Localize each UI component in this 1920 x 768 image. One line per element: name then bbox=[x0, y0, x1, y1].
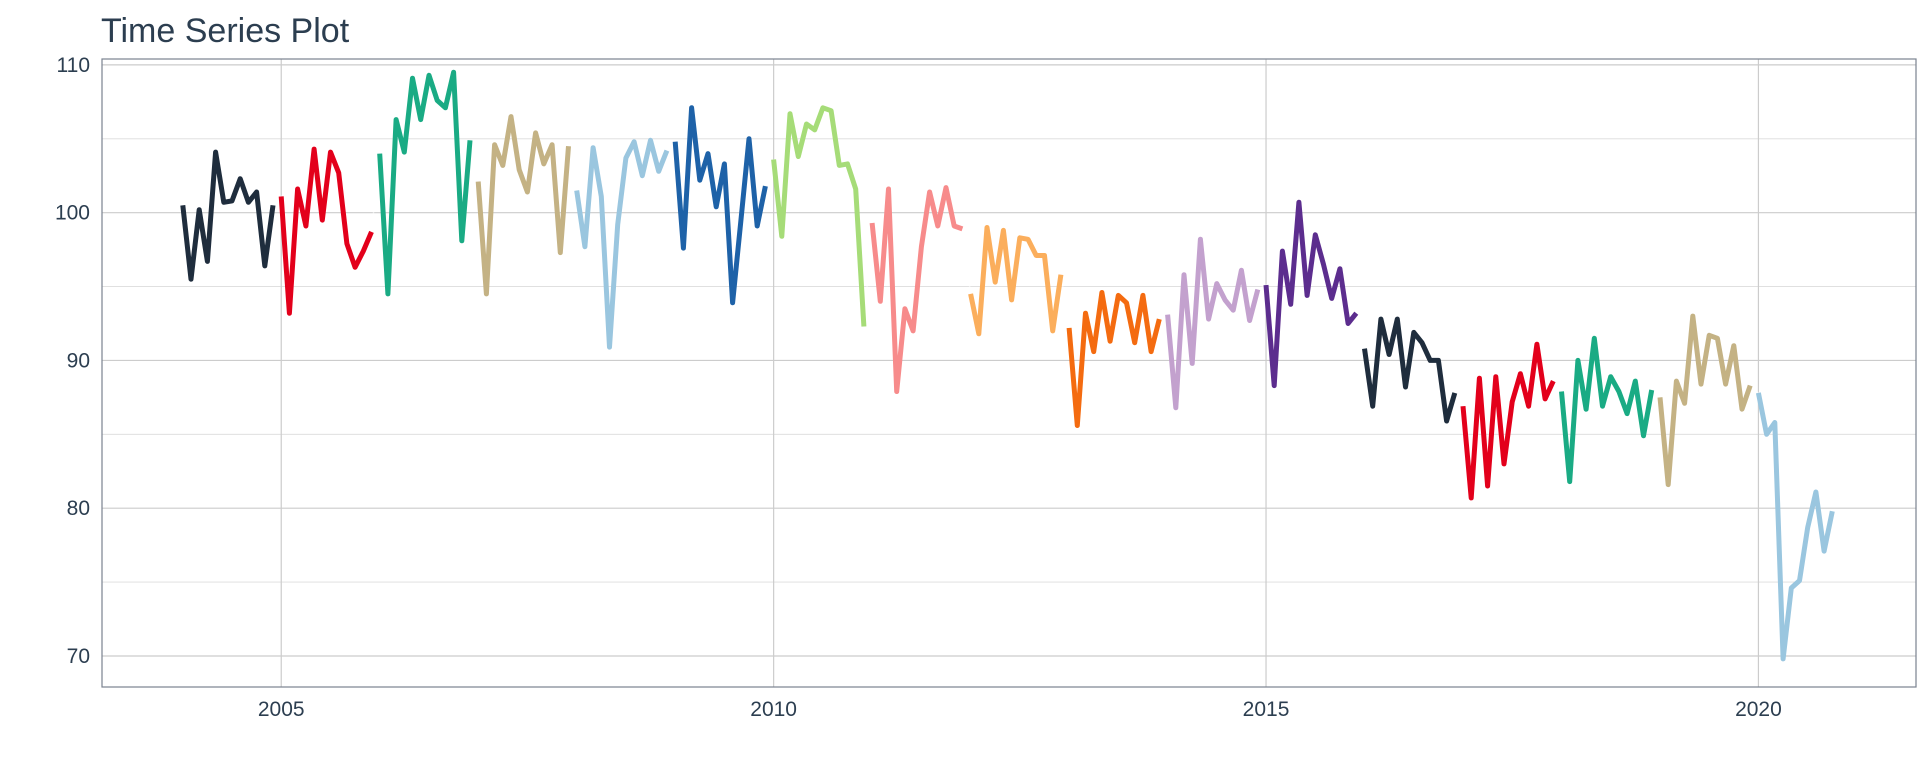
plot-frame bbox=[101, 58, 1917, 688]
x-tick-label: 2015 bbox=[1243, 698, 1290, 721]
y-tick-label: 90 bbox=[67, 349, 90, 372]
series-line-2010 bbox=[771, 105, 867, 327]
trend-line bbox=[182, 72, 1833, 659]
series-line-2006 bbox=[377, 69, 473, 297]
y-tick-label: 80 bbox=[67, 497, 90, 520]
y-tick-label: 110 bbox=[57, 54, 90, 77]
y-axis-ticks: 70 80 90 100 110 bbox=[55, 54, 90, 668]
series-line-2004 bbox=[180, 149, 276, 282]
series-line-2019 bbox=[1657, 313, 1753, 488]
gridlines bbox=[102, 59, 1916, 687]
series-line-2014 bbox=[1165, 236, 1261, 411]
series-line-2015 bbox=[1263, 199, 1359, 389]
series-line-2016 bbox=[1362, 316, 1458, 424]
series-line-2005 bbox=[278, 146, 374, 316]
series-lines bbox=[180, 69, 1835, 662]
series-line-2007 bbox=[475, 114, 571, 297]
series-line-2013 bbox=[1066, 290, 1162, 428]
series-line-2009 bbox=[672, 105, 768, 306]
series-line-2012 bbox=[968, 225, 1064, 337]
trend-overlay bbox=[182, 72, 1833, 659]
series-line-2017 bbox=[1460, 341, 1556, 501]
x-tick-label: 2010 bbox=[750, 698, 797, 721]
y-tick-label: 70 bbox=[67, 645, 90, 668]
chart-title: Time Series Plot bbox=[101, 12, 350, 50]
x-axis-ticks: 2005 2010 2015 2020 bbox=[258, 698, 1782, 721]
y-tick-label: 100 bbox=[55, 202, 90, 225]
series-line-2020 bbox=[1755, 392, 1835, 662]
x-tick-label: 2020 bbox=[1735, 698, 1782, 721]
series-line-2018 bbox=[1559, 335, 1655, 485]
series-line-2008 bbox=[574, 137, 670, 350]
x-tick-label: 2005 bbox=[258, 698, 305, 721]
series-line-2011 bbox=[869, 185, 964, 394]
